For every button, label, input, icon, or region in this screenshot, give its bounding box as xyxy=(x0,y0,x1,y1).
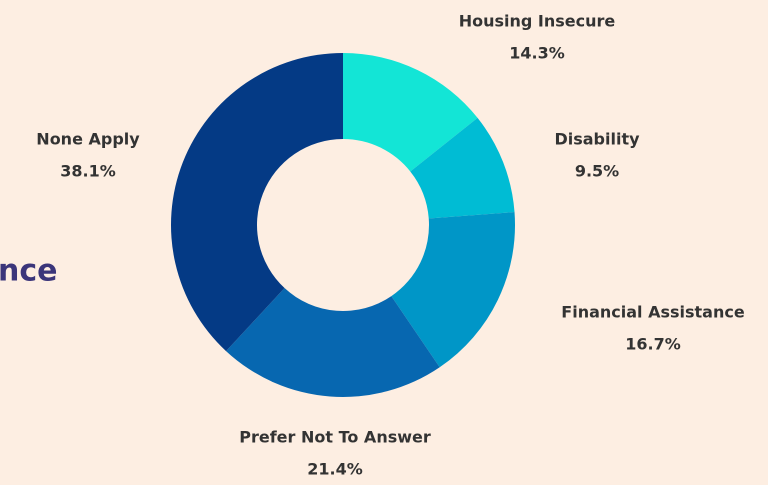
segment-label: Prefer Not To Answer xyxy=(239,428,431,447)
donut-segment xyxy=(391,212,516,368)
donut-segment xyxy=(171,53,343,352)
donut-segment xyxy=(410,117,515,219)
segment-value: 16.7% xyxy=(625,335,681,354)
segment-value: 38.1% xyxy=(60,162,116,181)
segment-label: None Apply xyxy=(36,130,140,149)
segment-label: Housing Insecure xyxy=(459,12,616,31)
donut-segment xyxy=(343,53,478,172)
segment-value: 14.3% xyxy=(509,44,565,63)
donut-segment xyxy=(226,288,440,397)
segment-label: Disability xyxy=(554,130,640,149)
segment-value: 21.4% xyxy=(307,460,363,479)
heading: nce xyxy=(0,254,58,289)
segment-value: 9.5% xyxy=(575,162,619,181)
segment-label: Financial Assistance xyxy=(561,303,745,322)
